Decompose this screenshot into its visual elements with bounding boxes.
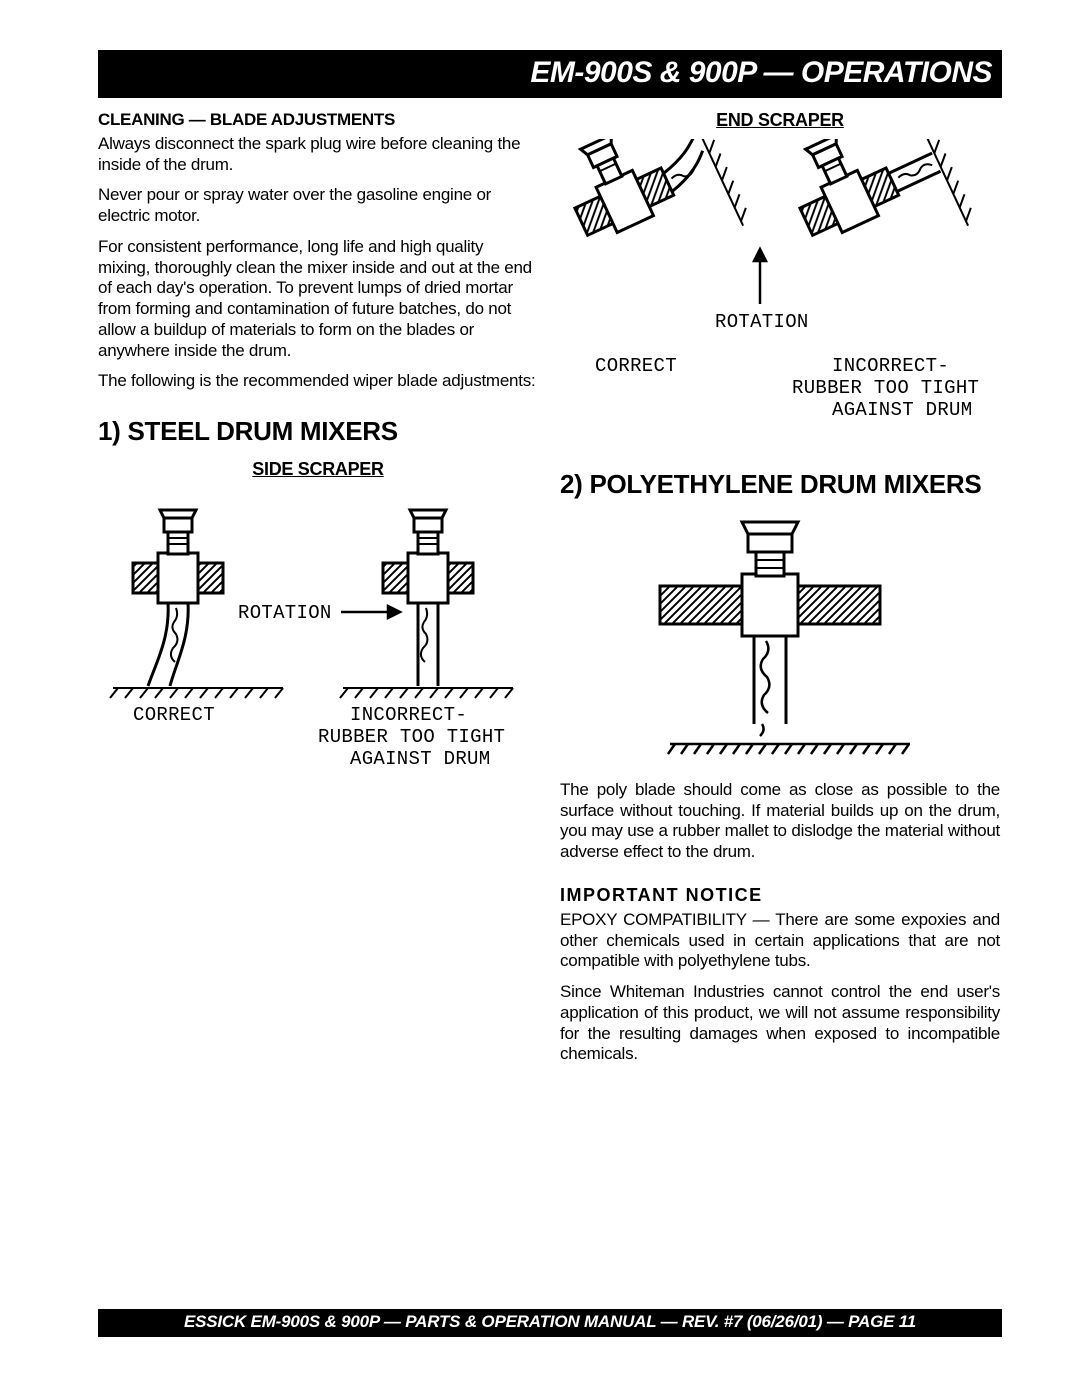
incorrect-label-2: RUBBER TOO TIGHT [792, 377, 979, 399]
header-bar: EM-900S & 900P — OPERATIONS [98, 50, 1002, 98]
incorrect-label-3: AGAINST DRUM [832, 399, 972, 421]
side-scraper-diagram: ROTATION CORRECT INCORRECT- RUBBER TOO T… [98, 488, 538, 788]
cleaning-p3: For consistent performance, long life an… [98, 237, 538, 361]
section-steel-title: 1) STEEL DRUM MIXERS [98, 416, 538, 447]
footer-text: ESSICK EM-900S & 900P — PARTS & OPERATIO… [184, 1312, 916, 1331]
poly-diagram [630, 506, 930, 766]
notice-p2: Since Whiteman Industries cannot control… [560, 982, 1000, 1065]
incorrect-label-1: INCORRECT- [832, 355, 949, 377]
header-title: EM-900S & 900P — OPERATIONS [530, 56, 992, 89]
important-notice-heading: IMPORTANT NOTICE [560, 885, 1000, 906]
section-poly-title: 2) POLYETHYLENE DRUM MIXERS [560, 469, 1000, 500]
cleaning-heading: CLEANING — BLADE ADJUSTMENTS [98, 110, 538, 130]
incorrect-label-2: RUBBER TOO TIGHT [318, 726, 505, 748]
rotation-label: ROTATION [238, 602, 332, 624]
side-scraper-heading: SIDE SCRAPER [98, 459, 538, 480]
correct-label: CORRECT [133, 704, 215, 726]
incorrect-label-1: INCORRECT- [350, 704, 467, 726]
correct-label: CORRECT [595, 355, 677, 377]
left-column: CLEANING — BLADE ADJUSTMENTS Always disc… [98, 110, 538, 1075]
incorrect-label-3: AGAINST DRUM [350, 748, 490, 770]
notice-p1: EPOXY COMPATIBILITY — There are some exp… [560, 910, 1000, 972]
two-column-layout: CLEANING — BLADE ADJUSTMENTS Always disc… [98, 110, 1002, 1075]
cleaning-p4: The following is the recommended wiper b… [98, 371, 538, 392]
cleaning-p1: Always disconnect the spark plug wire be… [98, 134, 538, 175]
cleaning-p2: Never pour or spray water over the gasol… [98, 185, 538, 226]
footer-bar: ESSICK EM-900S & 900P — PARTS & OPERATIO… [98, 1309, 1002, 1337]
poly-para: The poly blade should come as close as p… [560, 780, 1000, 863]
right-column: END SCRAPER [560, 110, 1000, 1075]
end-scraper-diagram: ROTATION CORRECT INCORRECT- RUBBER TOO T… [560, 139, 1000, 439]
rotation-label: ROTATION [715, 311, 809, 333]
end-scraper-heading: END SCRAPER [560, 110, 1000, 131]
